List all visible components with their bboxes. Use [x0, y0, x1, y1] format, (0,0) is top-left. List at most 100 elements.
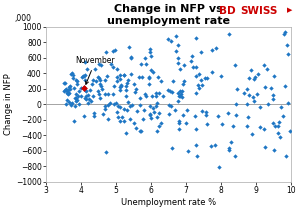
Point: [193, 127, 198, 130]
Point: [227, 32, 232, 36]
Point: [63, 89, 68, 92]
Point: [74, 92, 79, 96]
Point: [177, 119, 182, 122]
Point: [255, 92, 260, 96]
Point: [155, 115, 160, 119]
Point: [117, 78, 122, 81]
Point: [278, 135, 283, 139]
Point: [150, 94, 154, 97]
Point: [232, 154, 237, 157]
Point: [81, 74, 86, 78]
Point: [288, 130, 292, 133]
Point: [142, 57, 147, 60]
Point: [166, 37, 171, 40]
Point: [218, 74, 223, 78]
Point: [245, 87, 250, 91]
Point: [103, 93, 108, 96]
Point: [77, 89, 82, 93]
Point: [181, 83, 186, 86]
Point: [193, 114, 197, 118]
Point: [182, 79, 187, 83]
Point: [281, 115, 286, 118]
Point: [186, 149, 190, 153]
Point: [179, 89, 184, 93]
Point: [125, 78, 130, 82]
Point: [245, 124, 250, 128]
Point: [83, 73, 88, 77]
Point: [125, 81, 130, 84]
Point: [246, 115, 250, 119]
Point: [147, 76, 152, 79]
Point: [81, 114, 86, 117]
Point: [154, 91, 158, 95]
Point: [134, 87, 138, 90]
Point: [262, 85, 267, 89]
Point: [140, 76, 144, 79]
Point: [160, 95, 165, 98]
Point: [213, 47, 218, 50]
Point: [112, 84, 117, 87]
Point: [176, 121, 181, 124]
Point: [75, 80, 80, 83]
Point: [81, 85, 86, 89]
Point: [169, 146, 174, 149]
Point: [91, 79, 96, 82]
Point: [118, 119, 122, 123]
Point: [93, 67, 98, 71]
Point: [155, 129, 160, 133]
Point: [72, 86, 77, 89]
Point: [71, 77, 76, 80]
Point: [143, 95, 148, 98]
Point: [209, 70, 214, 74]
Point: [154, 94, 158, 98]
Point: [271, 97, 275, 101]
Point: [124, 108, 129, 111]
Point: [144, 63, 149, 66]
Point: [272, 74, 277, 78]
Point: [103, 107, 107, 111]
Point: [173, 49, 178, 53]
Point: [87, 89, 92, 92]
Point: [203, 110, 208, 114]
Point: [114, 110, 119, 114]
Point: [204, 113, 208, 116]
Point: [157, 124, 162, 128]
Point: [212, 144, 217, 147]
Point: [65, 92, 70, 96]
Point: [183, 122, 188, 125]
Point: [97, 62, 101, 66]
Point: [94, 79, 99, 83]
Point: [268, 86, 273, 89]
Point: [99, 84, 104, 88]
Point: [194, 91, 199, 94]
Point: [90, 83, 94, 86]
Point: [134, 126, 139, 130]
Point: [258, 105, 262, 108]
Point: [194, 65, 199, 68]
Point: [105, 75, 110, 78]
Point: [137, 97, 142, 100]
Point: [246, 76, 251, 80]
Point: [271, 122, 275, 125]
Point: [231, 124, 236, 127]
Point: [82, 60, 87, 64]
Point: [124, 94, 128, 97]
Point: [137, 75, 142, 78]
Point: [279, 105, 284, 108]
Point: [151, 106, 155, 109]
Point: [99, 88, 104, 91]
Point: [258, 125, 263, 128]
Point: [103, 78, 108, 81]
Point: [148, 113, 152, 116]
Point: [281, 33, 286, 36]
Point: [170, 90, 175, 94]
Point: [99, 63, 103, 66]
Point: [96, 89, 100, 93]
Point: [132, 121, 136, 124]
Point: [176, 56, 180, 59]
Point: [148, 104, 153, 107]
Point: [117, 105, 122, 108]
Point: [168, 39, 173, 42]
Point: [152, 110, 157, 114]
Point: [285, 101, 290, 104]
